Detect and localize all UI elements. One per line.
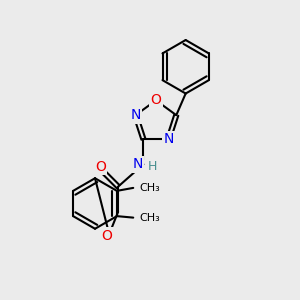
- Text: N: N: [132, 157, 142, 171]
- Text: O: O: [151, 93, 161, 107]
- Text: CH₃: CH₃: [139, 213, 160, 223]
- Text: O: O: [95, 160, 106, 174]
- Text: H: H: [148, 160, 158, 173]
- Text: CH₃: CH₃: [139, 183, 160, 193]
- Text: O: O: [101, 229, 112, 243]
- Text: N: N: [163, 132, 174, 146]
- Text: N: N: [130, 108, 141, 122]
